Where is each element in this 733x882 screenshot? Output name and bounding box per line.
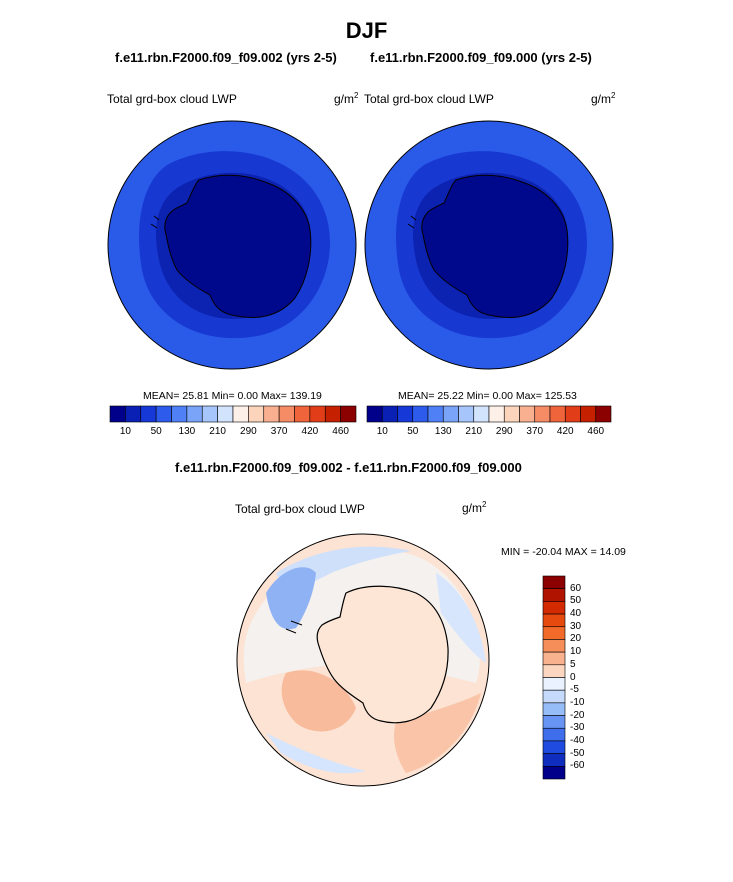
- right-colorbar-tick-label: 290: [495, 426, 513, 437]
- right-stats: MEAN= 25.22 Min= 0.00 Max= 125.53: [398, 390, 577, 402]
- left-colorbar-swatch: [340, 405, 357, 423]
- left-colorbar-tick-label: 290: [240, 426, 257, 437]
- left-colorbar-swatch: [186, 405, 203, 423]
- diff-colorbar-swatch: [542, 601, 566, 615]
- right-colorbar-tick-label: 210: [465, 426, 483, 437]
- diff-colorbar-swatch: [542, 639, 566, 653]
- diff-colorbar-swatch: [542, 753, 566, 767]
- right-colorbar-swatch: [488, 405, 505, 423]
- left-colorbar-tick-label: 460: [332, 426, 349, 437]
- diff-colorbar-tick-label: -40: [570, 734, 585, 746]
- left-variable-label: Total grd-box cloud LWP: [107, 92, 237, 106]
- diff-colorbar-tick-label: 5: [570, 658, 576, 670]
- left-colorbar-tick-label: 210: [209, 426, 226, 437]
- left-unit-label: g/m2: [334, 91, 359, 106]
- subtitle-right: f.e11.rbn.F2000.f09_f09.000 (yrs 2-5): [370, 50, 592, 65]
- left-colorbar-swatch: [109, 405, 126, 423]
- left-colorbar-swatch: [155, 405, 172, 423]
- diff-colorbar-tick-label: 60: [570, 582, 582, 594]
- left-colorbar-swatch: [294, 405, 311, 423]
- left-colorbar-swatch: [232, 405, 249, 423]
- diff-colorbar-swatch: [542, 702, 566, 716]
- right-colorbar-tick-label: 460: [587, 426, 605, 437]
- left-colorbar-tick-label: 10: [119, 426, 131, 437]
- diff-colorbar-swatch: [542, 664, 566, 678]
- left-colorbar-swatch: [263, 405, 280, 423]
- right-colorbar-swatch: [519, 405, 536, 423]
- right-colorbar-swatch: [503, 405, 520, 423]
- right-colorbar-swatch: [549, 405, 566, 423]
- diff-polar-map: [236, 533, 490, 787]
- right-colorbar: [366, 405, 612, 423]
- left-colorbar-swatch: [217, 405, 234, 423]
- right-colorbar-swatch: [534, 405, 551, 423]
- left-colorbar: [109, 405, 357, 423]
- left-colorbar-swatch: [125, 405, 142, 423]
- right-colorbar-tick-label: 420: [556, 426, 574, 437]
- right-colorbar-swatch: [458, 405, 475, 423]
- diff-colorbar-tick-label: -10: [570, 696, 585, 708]
- diff-colorbar-tick-label: 10: [570, 646, 582, 658]
- left-stats: MEAN= 25.81 Min= 0.00 Max= 139.19: [143, 390, 322, 402]
- right-variable-label: Total grd-box cloud LWP: [364, 92, 494, 106]
- diff-minmax: MIN = -20.04 MAX = 14.09: [501, 546, 626, 558]
- left-colorbar-tick-label: 50: [150, 426, 162, 437]
- right-colorbar-swatch: [412, 405, 429, 423]
- diff-colorbar-tick-label: -50: [570, 747, 585, 759]
- page-title: DJF: [345, 18, 388, 43]
- right-colorbar-swatch: [442, 405, 459, 423]
- right-colorbar-tick-label: 130: [434, 426, 452, 437]
- left-colorbar-swatch: [278, 405, 295, 423]
- left-colorbar-swatch: [171, 405, 188, 423]
- diff-colorbar-swatch: [542, 727, 566, 742]
- diff-colorbar-swatch: [542, 651, 566, 666]
- diff-colorbar-tick-label: -60: [570, 760, 585, 772]
- left-colorbar-swatch: [248, 405, 265, 423]
- diff-colorbar-swatch: [542, 740, 566, 754]
- right-colorbar-swatch: [397, 405, 414, 423]
- diff-colorbar-tick-label: 30: [570, 620, 582, 632]
- diff-colorbar-swatch: [542, 689, 566, 704]
- diff-variable-label: Total grd-box cloud LWP: [235, 502, 365, 516]
- diff-colorbar-tick-label: 40: [570, 608, 582, 620]
- right-colorbar-swatch: [595, 405, 612, 423]
- diff-colorbar-swatch: [542, 588, 566, 602]
- right-polar-map: [364, 120, 614, 370]
- diff-colorbar-swatch: [542, 626, 566, 640]
- left-colorbar-swatch: [324, 405, 341, 423]
- diff-colorbar-swatch: [542, 575, 566, 589]
- right-colorbar-swatch: [580, 405, 597, 423]
- diff-title: f.e11.rbn.F2000.f09_f09.002 - f.e11.rbn.…: [175, 460, 522, 475]
- left-polar-map: [107, 120, 357, 370]
- subtitle-left: f.e11.rbn.F2000.f09_f09.002 (yrs 2-5): [115, 50, 337, 65]
- diff-colorbar: [542, 575, 566, 780]
- diff-colorbar-swatch: [542, 715, 566, 729]
- left-colorbar-tick-label: 420: [301, 426, 319, 437]
- left-colorbar-tick-label: 130: [178, 426, 196, 437]
- right-colorbar-swatch: [473, 405, 490, 423]
- left-colorbar-swatch: [201, 405, 218, 423]
- right-colorbar-tick-label: 10: [376, 426, 388, 437]
- left-colorbar-swatch: [309, 405, 326, 423]
- diff-colorbar-swatch: [542, 613, 566, 628]
- right-colorbar-swatch: [381, 405, 398, 423]
- diff-colorbar-tick-label: -20: [570, 709, 585, 721]
- diff-unit-label: g/m2: [462, 500, 487, 515]
- diff-colorbar-tick-label: 20: [570, 633, 582, 645]
- diff-colorbar-tick-label: -30: [570, 722, 585, 734]
- diff-colorbar-tick-label: -5: [570, 684, 579, 696]
- right-colorbar-tick-label: 370: [526, 426, 544, 437]
- left-colorbar-tick-label: 370: [270, 426, 288, 437]
- diff-colorbar-swatch: [542, 766, 566, 780]
- left-colorbar-swatch: [140, 405, 157, 423]
- right-colorbar-tick-label: 50: [407, 426, 419, 437]
- diff-colorbar-swatch: [542, 677, 566, 691]
- diff-colorbar-tick-label: 0: [570, 671, 576, 683]
- diff-colorbar-tick-label: 50: [570, 595, 582, 607]
- right-unit-label: g/m2: [591, 91, 616, 106]
- right-colorbar-swatch: [564, 405, 581, 423]
- right-colorbar-swatch: [427, 405, 444, 423]
- right-colorbar-swatch: [366, 405, 383, 423]
